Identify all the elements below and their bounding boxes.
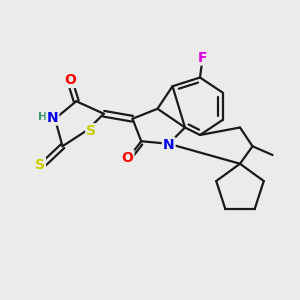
Text: S: S xyxy=(86,124,96,138)
Text: O: O xyxy=(64,73,76,87)
Text: N: N xyxy=(163,138,175,152)
Text: N: N xyxy=(47,110,58,124)
Text: F: F xyxy=(198,50,207,64)
Text: S: S xyxy=(35,158,45,172)
Text: H: H xyxy=(38,112,47,122)
Text: O: O xyxy=(122,151,134,164)
